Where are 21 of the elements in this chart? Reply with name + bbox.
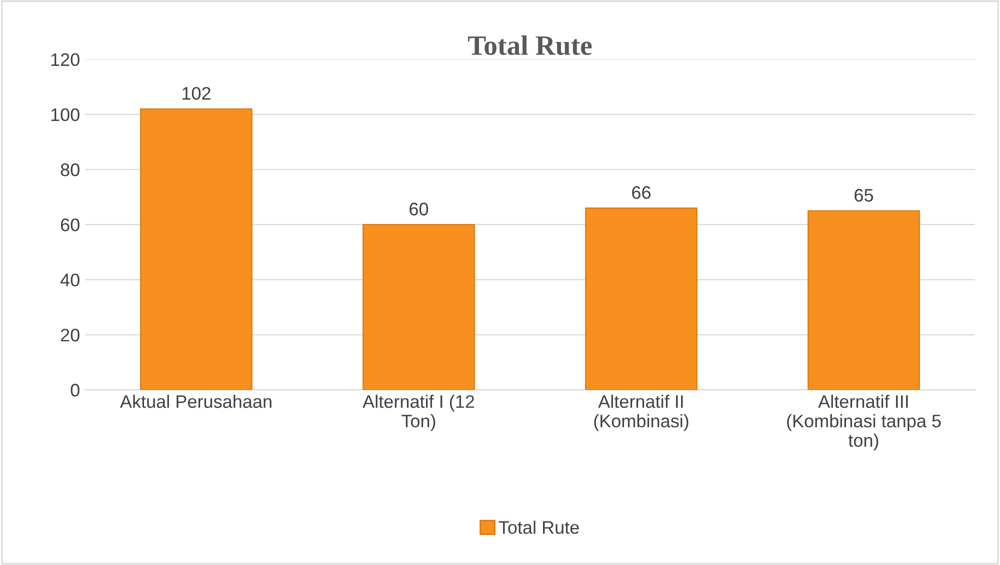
bar [808, 210, 920, 390]
data-label: 65 [854, 188, 874, 202]
x-tick-label: Alternatif I (12 Ton) [362, 394, 474, 431]
data-label: 66 [632, 186, 650, 199]
bar [362, 224, 475, 390]
chart-title: Total Rute [468, 35, 592, 56]
x-tick-label: Alternatif III (Kombinasi tanpa 5 ton) [787, 394, 941, 450]
y-tick-label: 100 [51, 108, 80, 122]
y-tick-label: 60 [60, 218, 80, 232]
legend-label: Total Rute [498, 520, 579, 534]
y-tick-label: 120 [51, 53, 80, 66]
x-tick-label: Alternatif II (Kombinasi) [594, 394, 688, 431]
data-label: 60 [410, 202, 428, 216]
y-tick-label: 80 [60, 163, 80, 176]
bar [140, 108, 252, 390]
x-tick-label: Aktual Perusahaan [120, 394, 272, 408]
y-tick-label: 0 [70, 384, 80, 397]
y-tick-label: 20 [60, 328, 80, 342]
bar [585, 208, 698, 390]
y-tick-label: 40 [60, 274, 80, 286]
data-label: 102 [182, 86, 210, 100]
